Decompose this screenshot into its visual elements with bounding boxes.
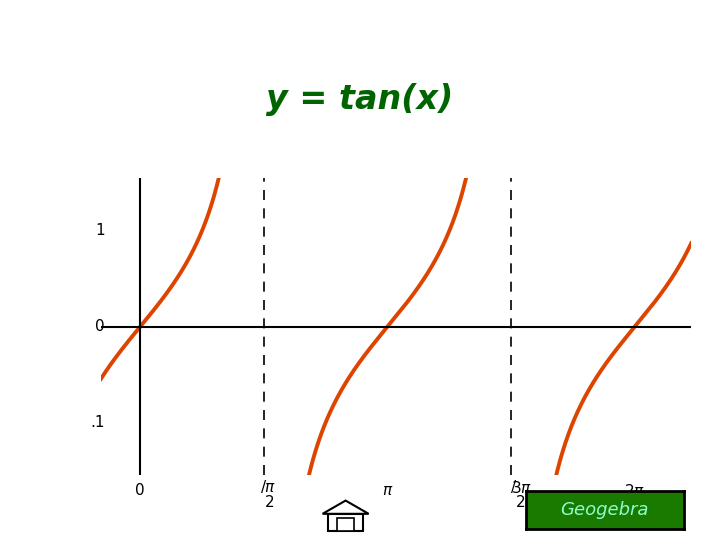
Text: 2: 2 bbox=[516, 495, 526, 510]
Text: $\pi$: $\pi$ bbox=[382, 483, 393, 498]
Polygon shape bbox=[337, 517, 354, 531]
Text: /: / bbox=[261, 480, 266, 495]
Text: Trigonometric Graphs: Trigonometric Graphs bbox=[140, 18, 580, 52]
Text: y = tan(x): y = tan(x) bbox=[266, 83, 454, 117]
Text: 2$\pi$: 2$\pi$ bbox=[624, 483, 645, 499]
Text: 1: 1 bbox=[95, 224, 104, 238]
Text: 2: 2 bbox=[265, 495, 275, 510]
Text: /: / bbox=[511, 480, 516, 495]
Text: Geogebra: Geogebra bbox=[561, 501, 649, 519]
Polygon shape bbox=[323, 501, 369, 514]
Text: .1: .1 bbox=[90, 415, 104, 430]
Text: 3$\pi$: 3$\pi$ bbox=[511, 480, 532, 496]
Polygon shape bbox=[328, 514, 363, 531]
Text: 0: 0 bbox=[135, 483, 145, 498]
Text: $\pi$: $\pi$ bbox=[264, 480, 275, 495]
Text: 0: 0 bbox=[95, 319, 104, 334]
